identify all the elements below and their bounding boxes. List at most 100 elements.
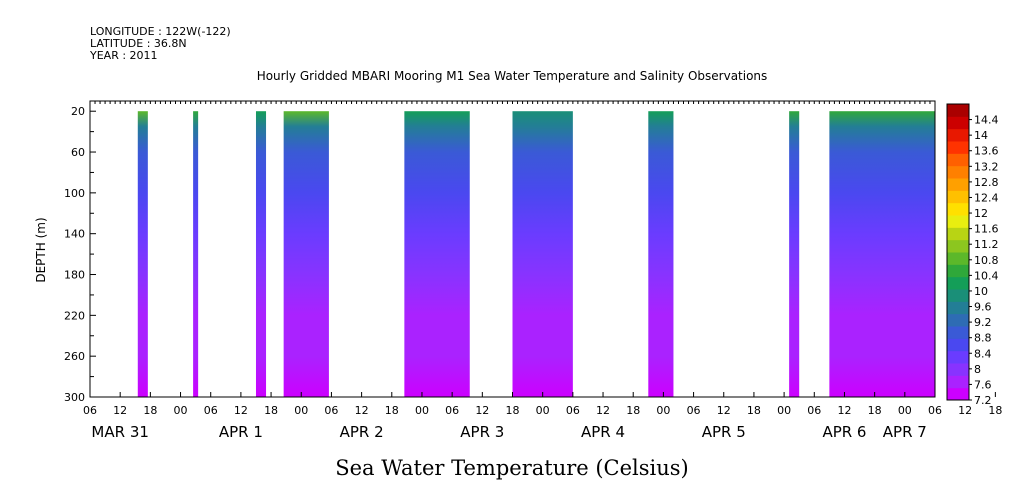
data-segment [404,111,470,397]
x-tick-label: 12 [113,404,127,417]
y-tick-label: 260 [64,350,85,363]
x-tick-label: 00 [536,404,550,417]
data-segment [648,111,674,397]
colorbar-swatch [947,350,969,364]
y-axis-label: DEPTH (m) [34,217,48,282]
colorbar-tick-label: 12.4 [974,191,999,204]
colorbar-tick-label: 11.6 [974,223,999,236]
colorbar-swatch [947,239,969,253]
colorbar-swatch [947,128,969,142]
colorbar-swatch [947,104,969,117]
data-segment [283,111,329,397]
x-date-label: APR 5 [702,423,746,441]
x-tick-label: 12 [717,404,731,417]
x-tick-label: 06 [566,404,580,417]
colorbar-swatch [947,202,969,216]
colorbar-swatch [947,252,969,265]
colorbar-swatch [947,338,969,352]
data-segment [829,111,935,397]
longitude-label: LONGITUDE : 122W(-122) [90,25,231,38]
colorbar-swatch [947,190,969,204]
y-axis: 20 60 100 140 180 220 260 300 [64,105,96,404]
latitude-label: LATITUDE : 36.8N [90,37,187,50]
x-tick-label: 06 [204,404,218,417]
colorbar-tick-label: 10.4 [974,269,999,282]
x-tick-label: 12 [475,404,489,417]
data-segment [789,111,800,397]
year-label: YEAR : 2011 [89,49,158,62]
colorbar-swatch [947,178,969,191]
colorbar-tick-label: 9.6 [974,301,992,314]
colorbar-tick-label: 8.8 [974,332,992,345]
x-tick-label: 12 [837,404,851,417]
colorbar-swatch [947,301,969,315]
y-tick-label: 220 [64,309,85,322]
colorbar-tick-label: 14 [974,129,988,142]
colorbar-tick-label: 10.8 [974,254,999,267]
x-date-label: APR 4 [581,423,625,441]
y-tick-label: 20 [71,105,85,118]
colorbar-tick-label: 13.6 [974,145,999,158]
x-axis: 06 12 18 00 06 12 18 00 06 12 18 00 06 12 18 00 06 12 18 00… [83,392,1002,441]
colorbar-tick-label: 7.6 [974,378,992,391]
colorbar-tick-label: 12 [974,207,988,220]
y-tick-label: 60 [71,146,85,159]
colorbar-tick-label: 8 [974,363,981,376]
x-tick-label: 06 [445,404,459,417]
x-tick-label: 06 [807,404,821,417]
x-tick-label: 12 [596,404,610,417]
colorbar-frame [946,103,970,401]
x-tick-label: 00 [656,404,670,417]
x-tick-label: 18 [747,404,761,417]
x-tick-label: 12 [355,404,369,417]
x-tick-label: 18 [143,404,157,417]
x-tick-label: 00 [174,404,188,417]
colorbar-swatch [947,289,969,302]
colorbar-swatch [947,276,969,290]
colorbar-swatch [947,215,969,228]
y-tick-label: 300 [64,391,85,404]
colorbar: 14.4 14 13.6 13.2 12.8 12.4 12 11.6 11.2 10.8 10.4… [946,103,999,407]
data-segment [512,111,573,397]
x-tick-label: 00 [898,404,912,417]
y-tick-label: 140 [64,228,85,241]
colorbar-swatch [947,387,969,401]
y-tick-label: 180 [64,269,85,282]
x-date-label: MAR 31 [91,423,148,441]
colorbar-swatch [947,227,969,241]
colorbar-swatch [947,116,969,130]
colorbar-tick-label: 13.2 [974,160,999,173]
plot-area [89,100,936,398]
colorbar-tick-label: 14.4 [974,114,999,127]
x-tick-label: 00 [294,404,308,417]
x-tick-label: 06 [83,404,97,417]
x-tick-label: 00 [777,404,791,417]
chart-title: Hourly Gridded MBARI Mooring M1 Sea Wate… [257,69,768,83]
x-tick-label: 18 [264,404,278,417]
data-segment [255,111,267,397]
x-date-label: APR 2 [340,423,384,441]
x-tick-label: 18 [868,404,882,417]
colorbar-tick-label: 12.8 [974,176,999,189]
colorbar-tick-label: 10 [974,285,988,298]
x-tick-label: 06 [324,404,338,417]
colorbar-swatch [947,375,969,389]
colorbar-swatch [947,313,969,327]
x-tick-label: 12 [958,404,972,417]
colorbar-swatch [947,264,969,278]
x-tick-label: 12 [234,404,248,417]
colorbar-swatch [947,363,969,376]
x-date-label: APR 7 [883,423,927,441]
colorbar-label: Sea Water Temperature (Celsius) [335,456,689,480]
x-tick-label: 00 [415,404,429,417]
colorbar-swatch [947,165,969,179]
colorbar-tick-label: 11.2 [974,238,999,251]
colorbar-tick-label: 8.4 [974,347,992,360]
y-tick-label: 100 [64,187,85,200]
data-segment [193,111,199,397]
x-tick-label: 18 [626,404,640,417]
x-date-label: APR 6 [822,423,866,441]
data-segment [137,111,148,397]
colorbar-swatch [947,153,969,167]
